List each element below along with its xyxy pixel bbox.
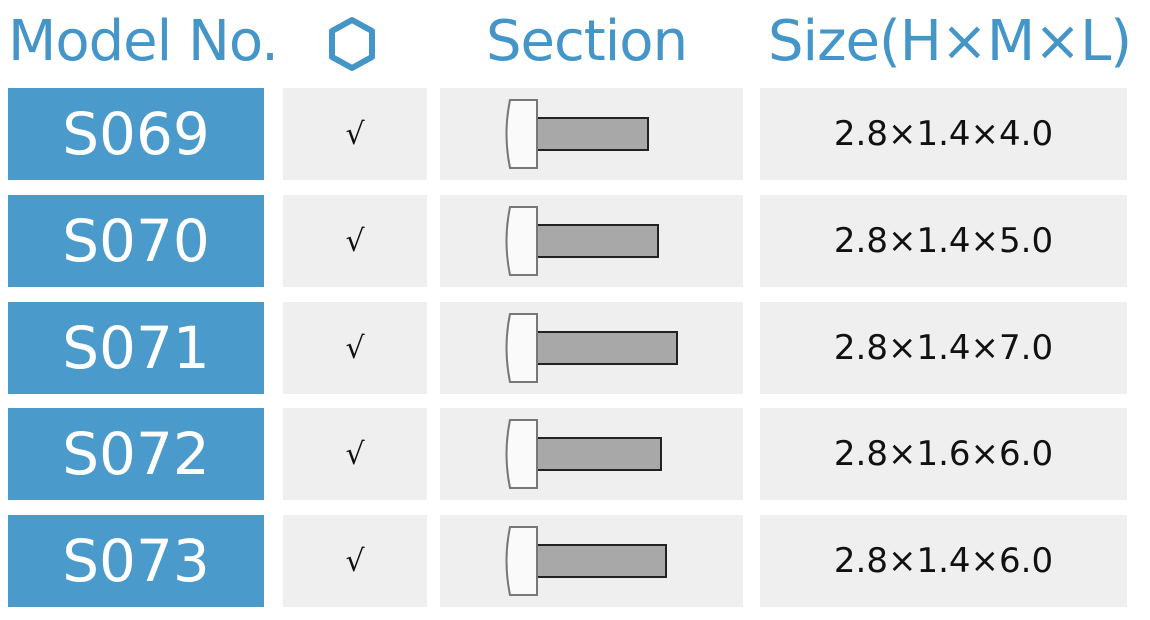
- screw-shank: [536, 224, 659, 258]
- screw-head: [505, 526, 538, 596]
- screw-section-drawing: [440, 195, 743, 287]
- screw-shank: [536, 331, 678, 365]
- screw-shank: [536, 117, 649, 151]
- table-row: S073 √ 2.8×1.4×6.0: [0, 515, 1150, 607]
- size-value: 2.8×1.6×6.0: [760, 408, 1127, 500]
- screw-section-drawing: [440, 515, 743, 607]
- hex-check-mark: √: [283, 88, 427, 180]
- model-number: S072: [8, 408, 264, 500]
- screw-icon: [505, 526, 667, 596]
- section-header: Section: [486, 9, 688, 74]
- hex-check-mark: √: [283, 515, 427, 607]
- screw-icon: [505, 313, 678, 383]
- screw-section-drawing: [440, 302, 743, 394]
- screw-section-drawing: [440, 88, 743, 180]
- screw-head: [505, 313, 538, 383]
- table-row: S072 √ 2.8×1.6×6.0: [0, 408, 1150, 500]
- model-number: S070: [8, 195, 264, 287]
- screw-head: [505, 99, 538, 169]
- screw-icon: [505, 206, 659, 276]
- size-value: 2.8×1.4×6.0: [760, 515, 1127, 607]
- hex-check-mark: √: [283, 195, 427, 287]
- model-number: S069: [8, 88, 264, 180]
- screw-icon: [505, 419, 662, 489]
- hexagon-socket-icon: [322, 14, 382, 74]
- screw-head: [505, 419, 538, 489]
- size-value: 2.8×1.4×5.0: [760, 195, 1127, 287]
- hex-check-mark: √: [283, 302, 427, 394]
- screw-icon: [505, 99, 649, 169]
- table-row: S071 √ 2.8×1.4×7.0: [0, 302, 1150, 394]
- size-value: 2.8×1.4×7.0: [760, 302, 1127, 394]
- screw-shank: [536, 437, 662, 471]
- table-row: S069 √ 2.8×1.4×4.0: [0, 88, 1150, 180]
- model-number: S071: [8, 302, 264, 394]
- screw-head: [505, 206, 538, 276]
- screw-shank: [536, 544, 667, 578]
- size-header: Size(H×M×L): [768, 9, 1132, 74]
- model-no-header: Model No.: [8, 9, 279, 74]
- screw-section-drawing: [440, 408, 743, 500]
- hex-check-mark: √: [283, 408, 427, 500]
- size-value: 2.8×1.4×4.0: [760, 88, 1127, 180]
- table-row: S070 √ 2.8×1.4×5.0: [0, 195, 1150, 287]
- model-number: S073: [8, 515, 264, 607]
